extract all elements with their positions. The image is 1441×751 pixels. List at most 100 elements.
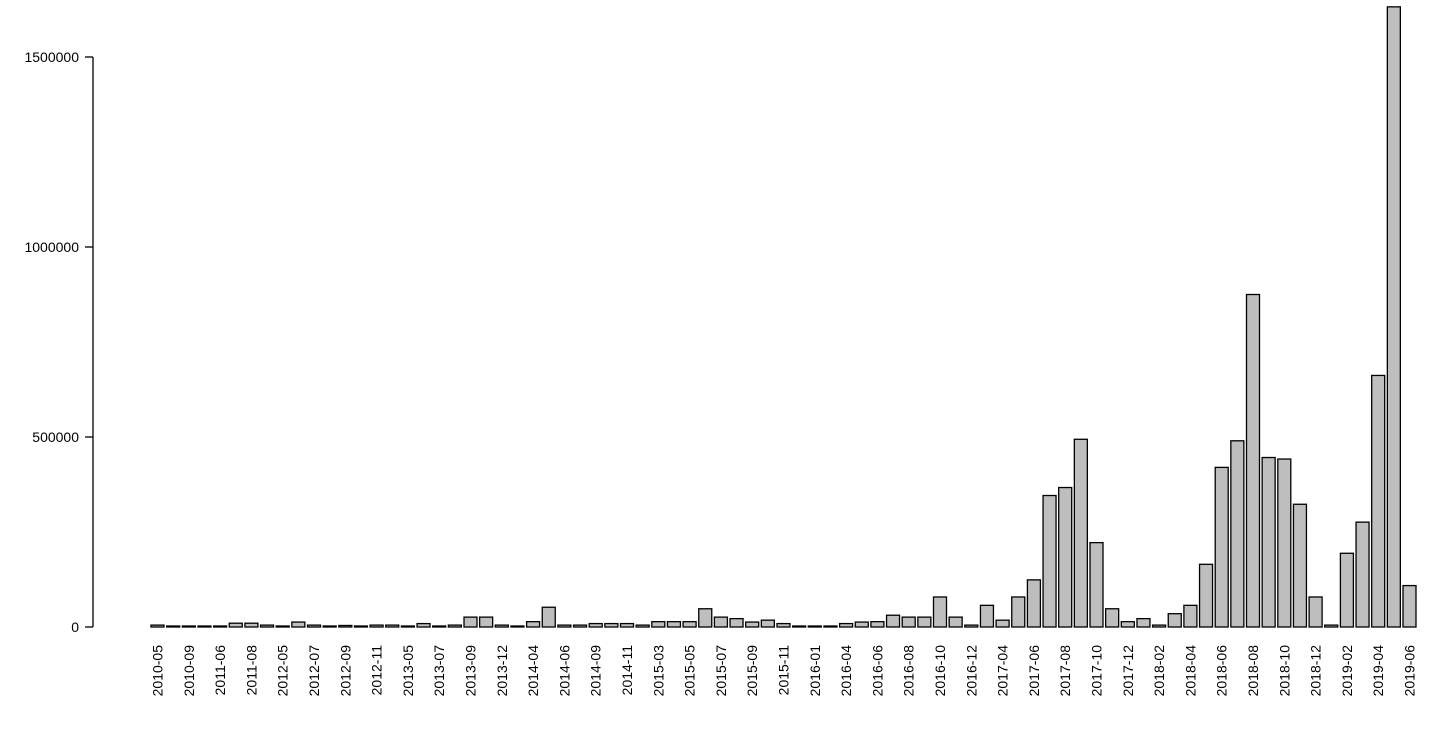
- bar-2019-02: [1339, 552, 1355, 628]
- bar-2012-08: [322, 625, 337, 628]
- bar-2016-12: [964, 624, 979, 628]
- x-tick-label-2014-04: 2014-04: [525, 645, 541, 697]
- bar-2014-08: [572, 624, 588, 628]
- bar-2016-11: [948, 616, 963, 628]
- bar-2012-07: [306, 624, 322, 628]
- bar-2014-05: [541, 606, 556, 628]
- bar-2016-06: [870, 621, 885, 628]
- bar-2015-08: [729, 617, 744, 628]
- bar-2018-04: [1183, 604, 1198, 628]
- bar-2019-01: [1324, 624, 1339, 628]
- x-tick-label-2017-06: 2017-06: [1026, 645, 1042, 697]
- bar-2014-09: [588, 622, 603, 628]
- x-tick-label-2011-06: 2011-06: [212, 645, 228, 696]
- x-tick-label-2013-12: 2013-12: [494, 645, 510, 697]
- bars-group: [150, 6, 1417, 628]
- bar-2014-06: [557, 624, 572, 628]
- x-tick-label-2014-11: 2014-11: [619, 645, 635, 696]
- bar-2019-06: [1402, 584, 1417, 628]
- bar-2019-03: [1355, 521, 1370, 628]
- bar-2013-05: [400, 625, 416, 628]
- x-tick-label-2013-09: 2013-09: [463, 645, 479, 697]
- bar-2012-10: [353, 625, 369, 628]
- bar-2015-03: [651, 621, 666, 628]
- bar-2016-08: [901, 616, 916, 628]
- bar-2017-09: [1073, 438, 1088, 628]
- x-tick-label-2015-07: 2015-07: [713, 645, 729, 697]
- x-tick-label-2010-09: 2010-09: [181, 645, 197, 697]
- x-tick-label-2014-09: 2014-09: [588, 645, 604, 697]
- bar-2015-10: [760, 619, 775, 628]
- bar-2015-12: [792, 625, 807, 628]
- bar-2015-11: [776, 622, 791, 628]
- bar-2017-04: [995, 619, 1010, 628]
- bar-2013-10: [478, 616, 494, 628]
- bar-2015-07: [713, 616, 729, 628]
- x-tick-label-2015-03: 2015-03: [650, 645, 666, 697]
- x-tick-label-2013-07: 2013-07: [431, 645, 447, 697]
- bar-2012-11: [369, 624, 384, 628]
- bar-2018-08: [1245, 293, 1261, 628]
- x-tick-label-2012-09: 2012-09: [337, 645, 353, 697]
- bar-2011-12: [259, 624, 275, 628]
- bar-2013-06: [416, 622, 431, 628]
- x-tick-label-2011-08: 2011-08: [243, 645, 259, 696]
- x-tick-label-2018-08: 2018-08: [1245, 645, 1261, 697]
- bar-2017-06: [1026, 579, 1042, 628]
- bar-2012-06: [291, 621, 306, 628]
- x-tick-label-2018-12: 2018-12: [1308, 645, 1324, 697]
- bar-2015-02: [635, 624, 650, 628]
- bar-2018-12: [1308, 596, 1323, 628]
- x-tick-label-2016-06: 2016-06: [869, 645, 885, 697]
- x-tick-label-2017-04: 2017-04: [995, 645, 1011, 697]
- x-tick-label-2019-04: 2019-04: [1370, 645, 1386, 697]
- bar-2018-07: [1230, 440, 1245, 628]
- x-tick-label-2016-08: 2016-08: [901, 645, 917, 697]
- x-tick-label-2012-05: 2012-05: [275, 645, 291, 697]
- x-tick-label-2017-12: 2017-12: [1120, 645, 1136, 697]
- bar-2016-01: [807, 625, 822, 628]
- bar-2017-10: [1089, 541, 1104, 628]
- bar-2019-04: [1371, 374, 1386, 628]
- bar-2013-09: [463, 616, 478, 628]
- bar-2011-06: [212, 625, 228, 628]
- bar-2010-09: [181, 625, 196, 628]
- x-tick-label-2018-04: 2018-04: [1182, 645, 1198, 697]
- y-tick-label-1500000: 1500000: [24, 49, 79, 65]
- x-tick-label-2019-02: 2019-02: [1339, 645, 1355, 697]
- x-tick-label-2017-10: 2017-10: [1089, 645, 1105, 697]
- bar-2018-09: [1261, 456, 1276, 628]
- bar-2017-08: [1058, 486, 1073, 628]
- bar-2013-12: [494, 624, 509, 628]
- bar-2018-05: [1198, 563, 1214, 628]
- x-tick-labels-group: 2010-05 2010-09 2011-06 2011-08 2012-05 2012-…: [150, 645, 1418, 697]
- bar-2016-04: [838, 622, 854, 628]
- bar-2018-06: [1214, 466, 1229, 628]
- x-tick-label-2016-04: 2016-04: [838, 645, 854, 697]
- bar-2013-04: [385, 624, 400, 628]
- bar-2011-08: [244, 622, 259, 628]
- bar-2014-10: [604, 622, 619, 628]
- bar-2016-03: [823, 625, 838, 628]
- bar-2018-10: [1277, 458, 1292, 628]
- bar-2016-07: [885, 614, 901, 628]
- bar-2011-07: [228, 622, 243, 628]
- x-tick-label-2015-09: 2015-09: [744, 645, 760, 697]
- bar-2010-05: [150, 624, 165, 628]
- bar-2018-03: [1167, 613, 1182, 628]
- x-tick-label-2014-06: 2014-06: [556, 645, 572, 697]
- x-tick-label-2016-01: 2016-01: [807, 645, 823, 697]
- x-tick-label-2019-06: 2019-06: [1402, 645, 1418, 697]
- y-tick-label-1000000: 1000000: [24, 239, 79, 255]
- x-tick-label-2012-07: 2012-07: [306, 645, 322, 697]
- bar-2016-10: [932, 596, 948, 628]
- x-tick-label-2015-05: 2015-05: [682, 645, 698, 697]
- x-tick-label-2018-02: 2018-02: [1151, 645, 1167, 697]
- bar-2014-02: [510, 625, 525, 628]
- bar-2017-05: [1011, 596, 1026, 628]
- bar-2015-04: [666, 621, 682, 628]
- bar-2017-12: [1120, 621, 1135, 628]
- y-ticks-group: 0 500000 1000000 1500000: [24, 49, 93, 635]
- y-tick-label-0: 0: [71, 619, 79, 635]
- x-tick-label-2018-06: 2018-06: [1214, 645, 1230, 697]
